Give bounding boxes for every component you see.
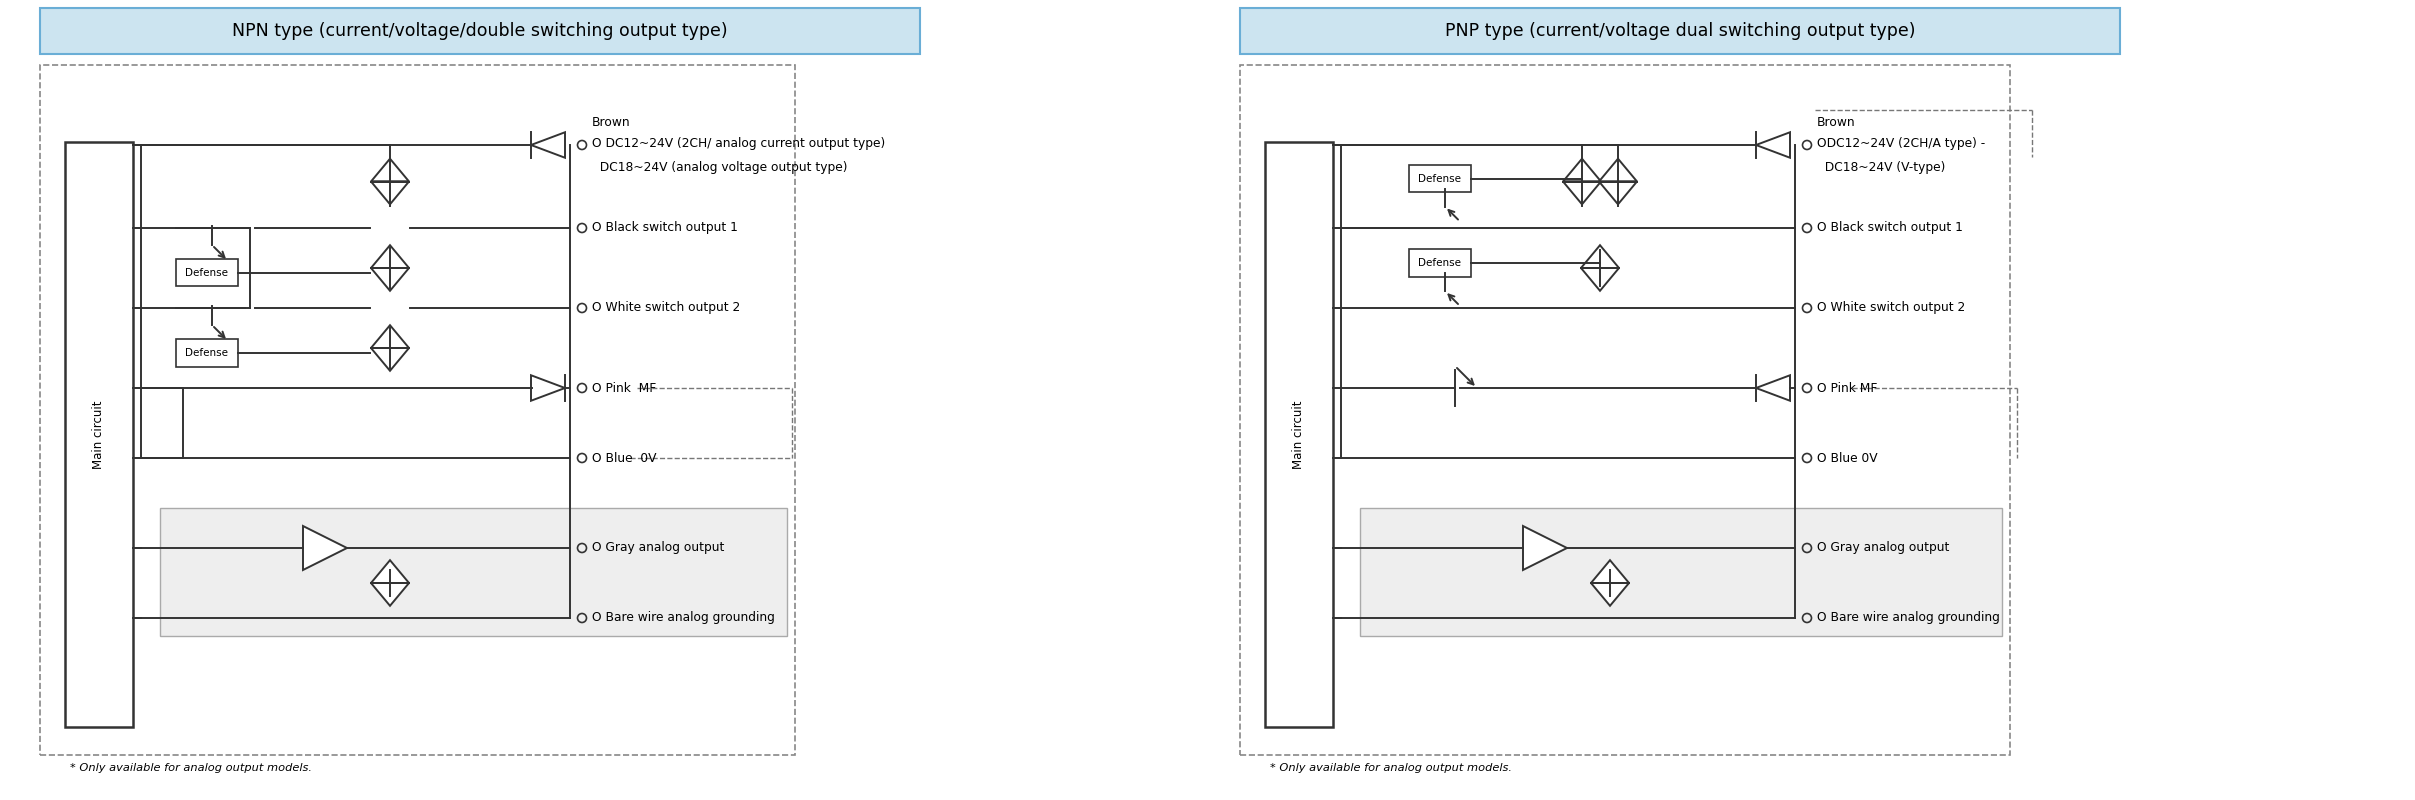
Polygon shape [302,526,348,570]
Bar [1239,8,2120,54]
Text: Defense: Defense [186,348,229,358]
Text: O Pink  MF: O Pink MF [592,382,657,394]
Text: O Black switch output 1: O Black switch output 1 [592,222,739,234]
Bar [1360,508,2002,636]
Bar [176,259,239,286]
Polygon shape [1599,182,1637,204]
Text: O White switch output 2: O White switch output 2 [592,302,741,314]
Polygon shape [372,560,408,583]
Bar [1408,250,1471,277]
Text: Defense: Defense [186,268,229,278]
Text: O Black switch output 1: O Black switch output 1 [1816,222,1963,234]
Polygon shape [1756,132,1790,158]
Polygon shape [372,583,408,606]
Text: O Pink MF: O Pink MF [1816,382,1876,394]
Bar [41,65,795,755]
Text: O White switch output 2: O White switch output 2 [1816,302,1966,314]
Polygon shape [1591,560,1630,583]
Text: O Blue  0V: O Blue 0V [592,451,657,465]
Polygon shape [372,326,408,348]
Polygon shape [531,132,565,158]
Polygon shape [1756,375,1790,401]
Text: Main circuit: Main circuit [1292,400,1307,469]
Polygon shape [372,268,408,290]
Bar [65,142,133,727]
Text: O Gray analog output: O Gray analog output [1816,542,1949,554]
Polygon shape [372,348,408,371]
Text: O Blue 0V: O Blue 0V [1816,451,1876,465]
Text: * Only available for analog output models.: * Only available for analog output model… [1270,763,1512,773]
Bar [1239,65,2009,755]
Text: O Bare wire analog grounding: O Bare wire analog grounding [592,611,775,625]
Polygon shape [531,375,565,401]
Bar [41,8,920,54]
Polygon shape [1582,245,1618,268]
Polygon shape [1563,158,1601,182]
Polygon shape [1591,583,1630,606]
Text: O Bare wire analog grounding: O Bare wire analog grounding [1816,611,2000,625]
Bar [1265,142,1333,727]
Text: Brown: Brown [592,115,630,129]
Text: DC18~24V (V-type): DC18~24V (V-type) [1816,161,1946,174]
Bar [176,339,239,366]
Text: Main circuit: Main circuit [92,400,106,469]
Polygon shape [1563,182,1601,204]
Polygon shape [372,245,408,268]
Text: * Only available for analog output models.: * Only available for analog output model… [70,763,312,773]
Text: ODC12~24V (2CH/A type) -: ODC12~24V (2CH/A type) - [1816,138,1985,150]
Polygon shape [1524,526,1567,570]
Bar [159,508,787,636]
Polygon shape [372,182,408,204]
Text: Defense: Defense [1418,258,1461,268]
Text: O Gray analog output: O Gray analog output [592,542,724,554]
Text: DC18~24V (analog voltage output type): DC18~24V (analog voltage output type) [592,161,848,174]
Text: O DC12~24V (2CH/ analog current output type): O DC12~24V (2CH/ analog current output t… [592,138,886,150]
Text: Brown: Brown [1816,115,1855,129]
Text: PNP type (current/voltage dual switching output type): PNP type (current/voltage dual switching… [1444,22,1915,40]
Text: NPN type (current/voltage/double switching output type): NPN type (current/voltage/double switchi… [232,22,727,40]
Polygon shape [1582,268,1618,290]
Text: Defense: Defense [1418,174,1461,183]
Polygon shape [1599,158,1637,182]
Polygon shape [372,158,408,182]
Bar [1408,165,1471,192]
